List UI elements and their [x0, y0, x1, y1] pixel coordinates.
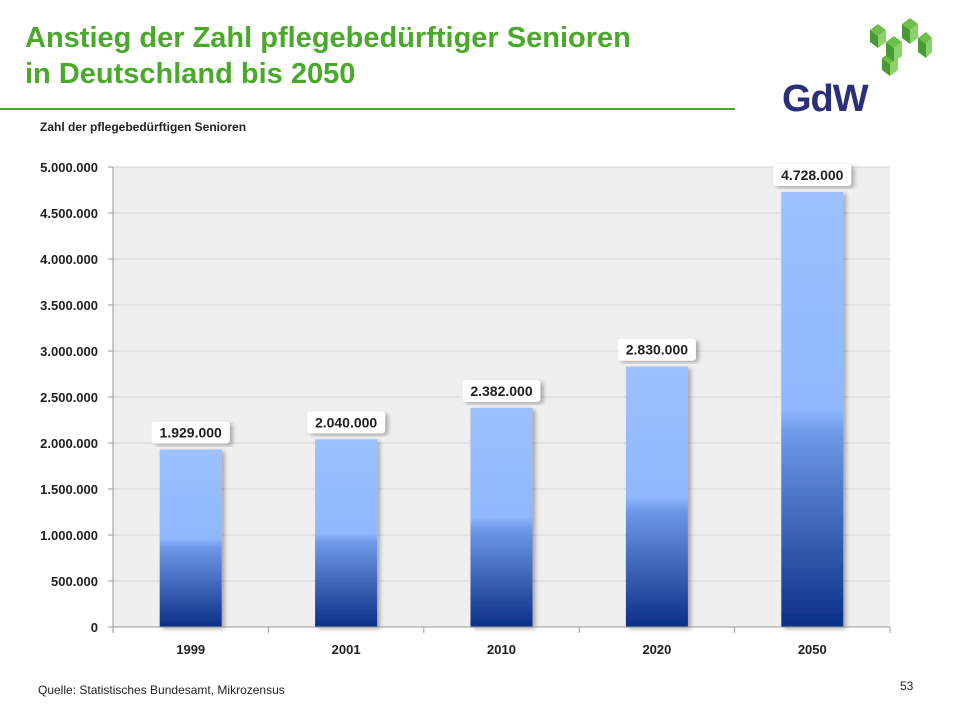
y-tick-label: 1.000.000 [40, 528, 98, 543]
y-tick-label: 4.000.000 [40, 252, 98, 267]
bar-1999 [159, 449, 222, 627]
y-tick-label: 3.000.000 [40, 344, 98, 359]
data-label-box [773, 164, 852, 187]
bar-2001 [315, 439, 378, 627]
y-tick-label: 0 [91, 620, 98, 635]
y-tick-label: 2.000.000 [40, 436, 98, 451]
data-label-box [462, 379, 541, 402]
gdw-logo: GdW [782, 18, 932, 128]
y-tick-label: 3.500.000 [40, 298, 98, 313]
x-tick-label: 2010 [487, 642, 516, 657]
data-label: 2.830.000 [626, 342, 688, 358]
data-label-box [617, 338, 696, 361]
data-label: 2.040.000 [315, 414, 377, 430]
chart-subtitle: Zahl der pflegebedürftigen Senioren [40, 120, 247, 134]
y-tick-label: 1.500.000 [40, 482, 98, 497]
y-axis: 0 500.000 1.000.000 1.500.000 2.000.000 2.500… [40, 160, 114, 635]
logo-text: GdW [782, 78, 869, 120]
bar-chart: 0 500.000 1.000.000 1.500.000 2.000.000 2.500… [40, 160, 891, 657]
page-number: 53 [900, 679, 914, 693]
x-tick-label: 2020 [642, 642, 671, 657]
data-label-box [151, 421, 230, 444]
title-line-1: Anstieg der Zahl pflegebedürftiger Senio… [25, 22, 631, 54]
data-label: 1.929.000 [160, 425, 222, 441]
x-tick-label: 2001 [332, 642, 361, 657]
bar-2020 [625, 366, 688, 627]
data-label: 4.728.000 [781, 167, 843, 183]
x-axis: 1999 2001 2010 2020 2050 [112, 626, 891, 657]
y-tick-label: 5.000.000 [40, 160, 98, 175]
bar-2050 [781, 192, 844, 628]
source-note: Quelle: Statistisches Bundesamt, Mikroze… [38, 683, 285, 697]
y-tick-label: 500.000 [51, 574, 98, 589]
title-line-2: in Deutschland bis 2050 [25, 58, 356, 90]
y-tick-label: 2.500.000 [40, 390, 98, 405]
bars: 1.929.000 2.040.000 2.382.000 2.830.000 4.72… [151, 164, 852, 628]
x-tick-label: 2050 [798, 642, 827, 657]
title-divider [0, 108, 735, 110]
bar-2010 [470, 407, 533, 627]
data-label-box [307, 411, 386, 434]
y-tick-label: 4.500.000 [40, 206, 98, 221]
logo-cubes-icon [870, 18, 932, 76]
data-label: 2.382.000 [470, 383, 532, 399]
page-title: Anstieg der Zahl pflegebedürftiger Senio… [25, 20, 785, 92]
x-tick-label: 1999 [176, 642, 205, 657]
